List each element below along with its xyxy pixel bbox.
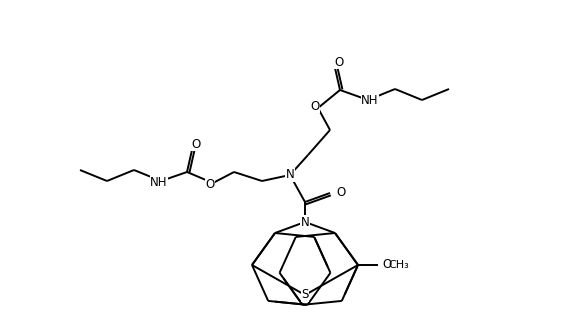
Text: O: O [336, 185, 345, 198]
Text: CH₃: CH₃ [388, 260, 409, 270]
Text: N: N [301, 216, 309, 229]
Text: O: O [192, 138, 201, 151]
Text: NH: NH [150, 176, 167, 189]
Text: S: S [301, 288, 309, 301]
Text: O: O [334, 55, 343, 68]
Text: O: O [382, 258, 391, 271]
Text: N: N [285, 169, 294, 182]
Text: O: O [205, 178, 215, 191]
Text: O: O [310, 100, 320, 113]
Text: NH: NH [361, 94, 379, 107]
